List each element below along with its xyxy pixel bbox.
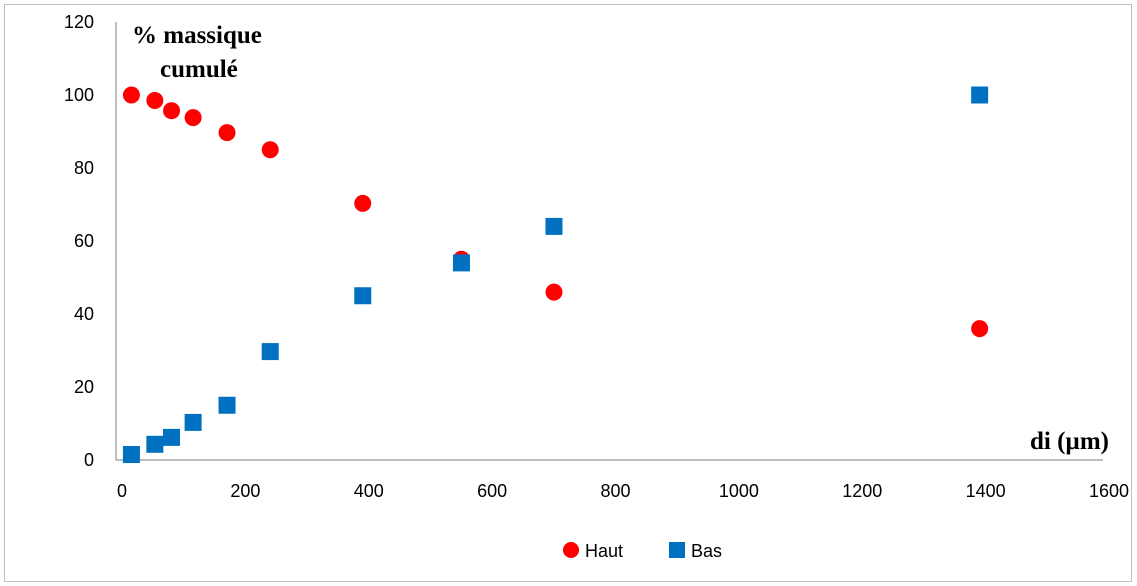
- y-tick-label: 100: [64, 85, 94, 105]
- x-tick-label: 1200: [842, 481, 882, 501]
- legend-label: Bas: [691, 541, 722, 561]
- x-tick-label: 600: [477, 481, 507, 501]
- x-tick-label: 1600: [1089, 481, 1129, 501]
- y-tick-label: 20: [74, 377, 94, 397]
- x-axis-ticks: 0 200 400 600 800 1000 1200 1400 1600: [117, 481, 1129, 501]
- y-tick-label: 60: [74, 231, 94, 251]
- x-tick-label: 800: [600, 481, 630, 501]
- haut-point: [218, 124, 236, 142]
- haut-point: [354, 194, 372, 212]
- x-tick-label: 1400: [966, 481, 1006, 501]
- haut-point: [146, 91, 164, 109]
- bas-point: [261, 343, 279, 361]
- bas-point: [354, 287, 372, 305]
- haut-point: [163, 102, 181, 120]
- bas-point: [452, 254, 470, 272]
- bas-point: [971, 86, 989, 104]
- y-tick-label: 120: [64, 12, 94, 32]
- y-tick-label: 80: [74, 158, 94, 178]
- bas-point: [122, 446, 140, 464]
- y-axis-title-line-1: % massique: [132, 22, 262, 49]
- bas-point: [545, 217, 563, 235]
- y-tick-label: 0: [84, 450, 94, 470]
- chart-frame: [4, 4, 1132, 582]
- haut-point: [122, 86, 140, 104]
- bas-point: [146, 435, 164, 453]
- legend: Haut Bas: [563, 541, 722, 561]
- bas-point: [218, 396, 236, 414]
- x-tick-label: 1000: [719, 481, 759, 501]
- y-tick-label: 40: [74, 304, 94, 324]
- bas-point: [184, 413, 202, 431]
- haut-point: [545, 283, 563, 301]
- x-tick-label: 400: [354, 481, 384, 501]
- haut-point: [971, 320, 989, 338]
- x-axis-title: di (µm): [1030, 428, 1109, 455]
- y-axis-title-line-2: cumulé: [160, 56, 238, 83]
- haut-point: [184, 109, 202, 127]
- y-axis-ticks: 0 20 40 60 80 100 120: [64, 12, 94, 470]
- legend-bas-marker: [669, 542, 685, 558]
- legend-label: Haut: [585, 541, 623, 561]
- data-marks: [122, 86, 989, 464]
- haut-point: [261, 141, 279, 159]
- x-tick-label: 200: [230, 481, 260, 501]
- legend-haut-marker: [563, 542, 579, 558]
- x-tick-label: 0: [117, 481, 127, 501]
- bas-point: [163, 428, 181, 446]
